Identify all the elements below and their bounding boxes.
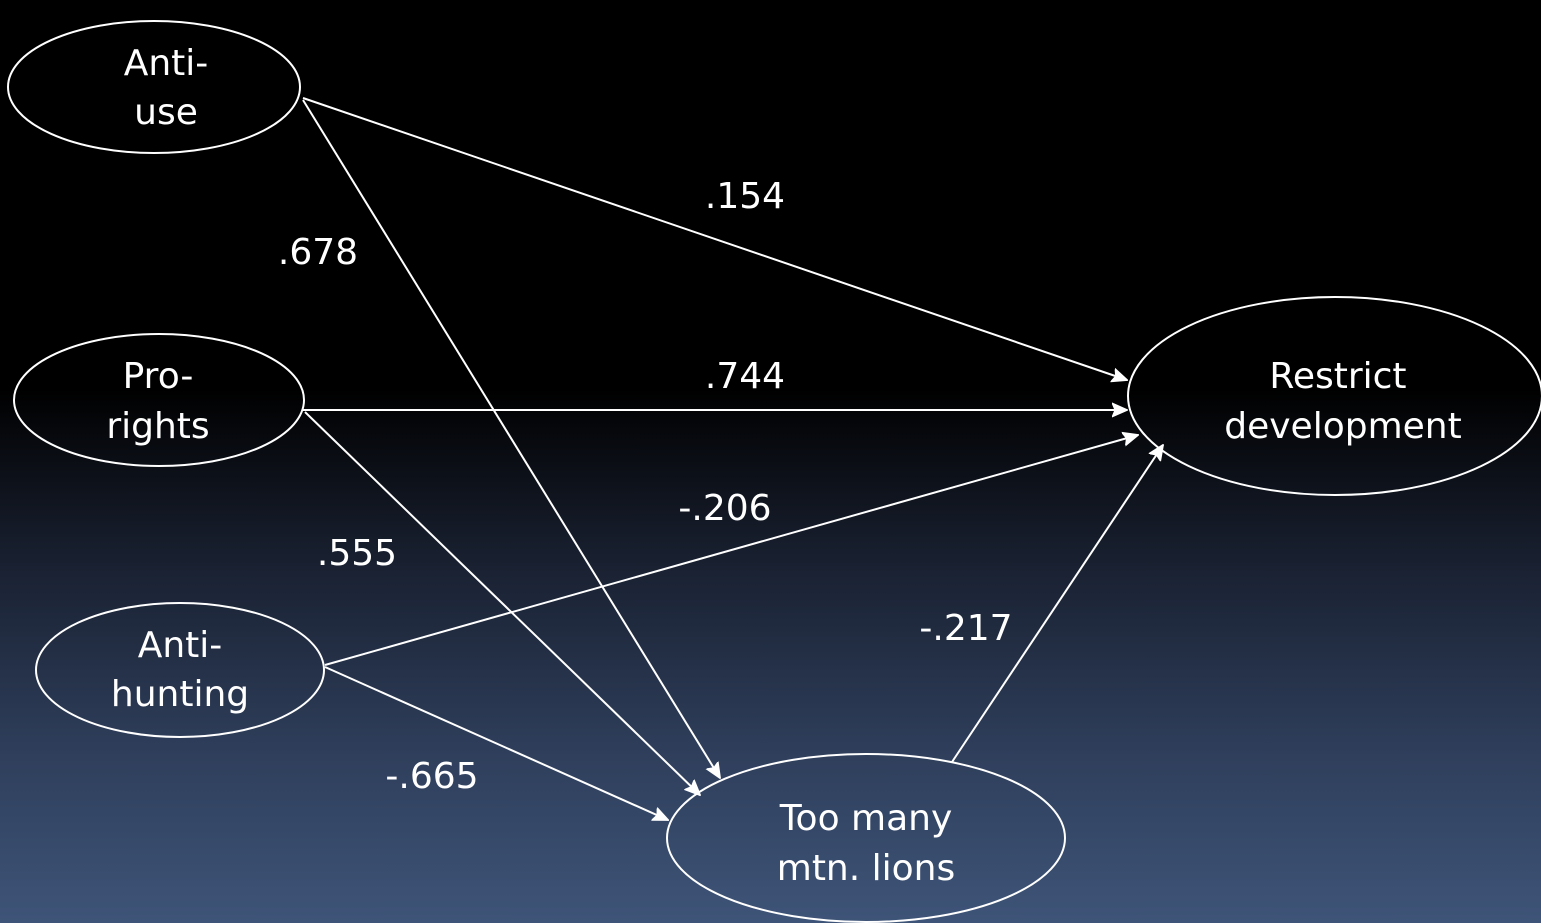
node-restrict-development-line2: development [1224, 406, 1461, 447]
node-pro-rights-line2: rights [106, 406, 209, 447]
node-anti-use-line1: Anti- [124, 43, 209, 84]
coefficient-anti-use-to-restrict: .154 [705, 176, 785, 217]
edges [302, 97, 1163, 820]
node-anti-hunting-line2: hunting [111, 674, 249, 715]
coefficient-pro-rights-to-lions: .555 [317, 533, 397, 574]
node-pro-rights-line1: Pro- [123, 356, 194, 397]
coefficient-pro-rights-to-restrict: .744 [705, 356, 785, 397]
node-too-many-lions-line1: Too many [779, 798, 953, 839]
edge-labels: .154 .678 .744 .555 -.206 -.665 -.217 [278, 176, 1013, 797]
coefficient-lions-to-restrict: -.217 [919, 608, 1012, 649]
edge-lions-to-restrict [951, 445, 1163, 763]
node-pro-rights: Pro- rights [13, 333, 305, 467]
edge-anti-use-to-restrict [302, 97, 1127, 380]
edge-anti-use-to-lions [302, 99, 720, 778]
node-too-many-lions-line2: mtn. lions [777, 848, 956, 889]
node-too-many-lions: Too many mtn. lions [666, 753, 1066, 923]
node-restrict-development-line1: Restrict [1269, 356, 1406, 397]
coefficient-anti-hunting-to-restrict: -.206 [678, 488, 771, 529]
node-anti-use-line2: use [134, 92, 198, 133]
node-anti-hunting-line1: Anti- [138, 625, 223, 666]
edge-pro-rights-to-lions [304, 411, 700, 795]
coefficient-anti-hunting-to-lions: -.665 [385, 756, 478, 797]
edge-anti-hunting-to-lions [324, 666, 668, 820]
node-restrict-development: Restrict development [1127, 296, 1541, 496]
node-anti-use: Anti- use [7, 20, 301, 154]
edge-anti-hunting-to-restrict [324, 435, 1138, 666]
coefficient-anti-use-to-lions: .678 [278, 232, 358, 273]
node-anti-hunting: Anti- hunting [35, 602, 325, 738]
